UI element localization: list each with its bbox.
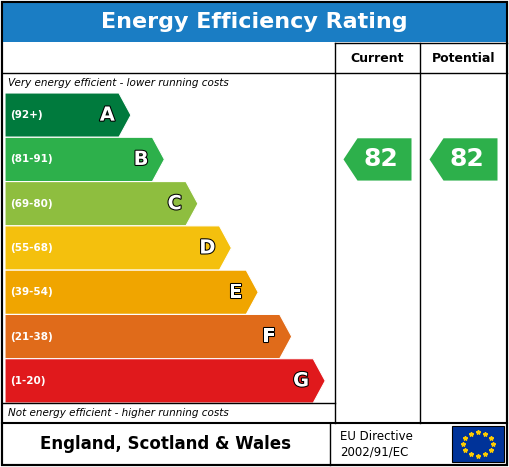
Bar bbox=[2, 2, 507, 42]
Text: F: F bbox=[263, 327, 276, 346]
Text: (92+): (92+) bbox=[10, 110, 43, 120]
Text: B: B bbox=[134, 150, 149, 169]
Text: A: A bbox=[100, 106, 115, 125]
Text: EU Directive: EU Directive bbox=[340, 430, 413, 443]
Text: G: G bbox=[293, 371, 309, 390]
Text: (39-54): (39-54) bbox=[10, 287, 53, 297]
Text: 82: 82 bbox=[449, 148, 484, 171]
Polygon shape bbox=[5, 359, 325, 403]
Text: (81-91): (81-91) bbox=[10, 155, 52, 164]
Text: 82: 82 bbox=[363, 148, 398, 171]
Text: C: C bbox=[167, 194, 182, 213]
Polygon shape bbox=[430, 138, 497, 181]
Polygon shape bbox=[5, 93, 131, 137]
Text: Not energy efficient - higher running costs: Not energy efficient - higher running co… bbox=[8, 408, 229, 418]
Text: (1-20): (1-20) bbox=[10, 376, 45, 386]
Polygon shape bbox=[344, 138, 411, 181]
Text: (69-80): (69-80) bbox=[10, 199, 52, 209]
Polygon shape bbox=[5, 226, 232, 270]
Polygon shape bbox=[5, 137, 164, 182]
Text: Current: Current bbox=[351, 51, 404, 64]
Polygon shape bbox=[5, 182, 198, 226]
Text: (55-68): (55-68) bbox=[10, 243, 53, 253]
Polygon shape bbox=[5, 270, 258, 314]
Text: 2002/91/EC: 2002/91/EC bbox=[340, 446, 408, 459]
Polygon shape bbox=[5, 314, 292, 359]
Text: Potential: Potential bbox=[432, 51, 495, 64]
Text: E: E bbox=[229, 283, 242, 302]
Text: Energy Efficiency Rating: Energy Efficiency Rating bbox=[101, 12, 408, 32]
Bar bbox=[452, 426, 504, 462]
Text: D: D bbox=[200, 239, 215, 257]
Text: (21-38): (21-38) bbox=[10, 332, 53, 341]
Text: Very energy efficient - lower running costs: Very energy efficient - lower running co… bbox=[8, 78, 229, 88]
Text: England, Scotland & Wales: England, Scotland & Wales bbox=[41, 435, 292, 453]
